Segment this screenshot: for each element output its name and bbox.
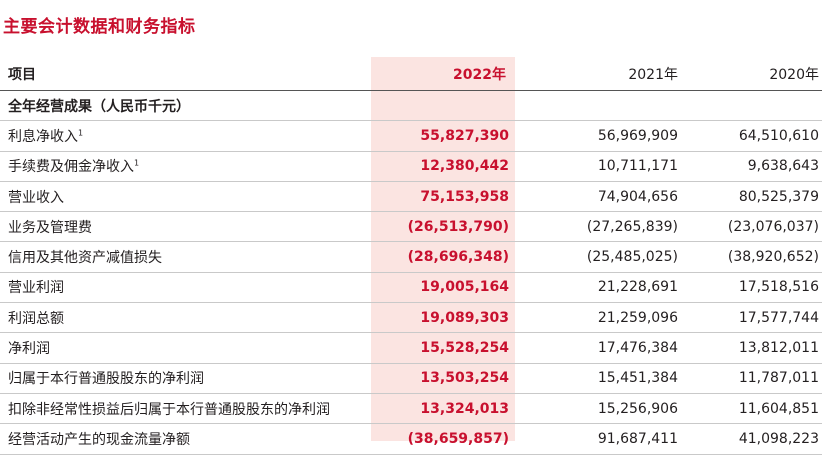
- value-2022: (38,659,857): [371, 423, 515, 455]
- value-2020: 9,638,643: [685, 151, 822, 182]
- row-label-text: 经营活动产生的现金流量净额: [8, 431, 190, 448]
- row-label: 手续费及佣金净收入1: [0, 151, 371, 182]
- value-2021: 56,969,909: [515, 120, 685, 152]
- table-row: 利息净收入1 55,827,390 56,969,909 64,510,610: [0, 120, 822, 152]
- table-row: 营业利润 19,005,164 21,228,691 17,518,516: [0, 272, 822, 304]
- value-2020: 11,787,011: [685, 363, 822, 394]
- row-label: 信用及其他资产减值损失: [0, 241, 371, 273]
- header-2020: 2020年: [685, 57, 822, 91]
- header-item: 项目: [0, 57, 371, 91]
- row-label-text: 扣除非经常性损益后归属于本行普通股股东的净利润: [8, 401, 330, 418]
- value-2020: 80,525,379: [685, 181, 822, 213]
- table-row: 经营活动产生的现金流量净额 (38,659,857) 91,687,411 41,09…: [0, 423, 822, 455]
- value-2021: 91,687,411: [515, 423, 685, 455]
- value-2020: 11,604,851: [685, 393, 822, 425]
- value-2022: 75,153,958: [371, 181, 515, 213]
- value-2020: 41,098,223: [685, 423, 822, 455]
- row-label-text: 营业收入: [8, 189, 64, 206]
- row-label: 营业收入: [0, 181, 371, 213]
- row-label: 营业利润: [0, 272, 371, 304]
- row-label-text: 利润总额: [8, 310, 64, 327]
- table-row: 利润总额 19,089,303 21,259,096 17,577,744: [0, 302, 822, 334]
- value-2021: 74,904,656: [515, 181, 685, 213]
- row-label: 利息净收入1: [0, 120, 371, 152]
- row-label: 经营活动产生的现金流量净额: [0, 423, 371, 455]
- row-label: 利润总额: [0, 302, 371, 334]
- row-label-text: 手续费及佣金净收入: [8, 159, 134, 176]
- section-empty-2021: [515, 90, 685, 122]
- value-2022: 13,324,013: [371, 393, 515, 425]
- value-2021: 15,256,906: [515, 393, 685, 425]
- table-header-row: 项目 2022年 2021年 2020年: [0, 57, 822, 91]
- page-title: 主要会计数据和财务指标: [3, 17, 196, 37]
- section-label: 全年经营成果（人民币千元）: [0, 90, 371, 122]
- footnote-marker: 1: [134, 158, 140, 168]
- value-2021: 10,711,171: [515, 151, 685, 182]
- header-2021: 2021年: [515, 57, 685, 91]
- section-empty-2020: [685, 90, 822, 122]
- table-row: 净利润 15,528,254 17,476,384 13,812,011: [0, 332, 822, 364]
- value-2022: 19,089,303: [371, 302, 515, 334]
- footnote-marker: 1: [78, 128, 84, 138]
- row-label: 净利润: [0, 332, 371, 364]
- value-2022: 55,827,390: [371, 120, 515, 152]
- row-label-text: 信用及其他资产减值损失: [8, 250, 162, 267]
- value-2022: 15,528,254: [371, 332, 515, 364]
- value-2021: 21,259,096: [515, 302, 685, 334]
- value-2021: (25,485,025): [515, 241, 685, 273]
- value-2021: 21,228,691: [515, 272, 685, 304]
- row-label: 扣除非经常性损益后归属于本行普通股股东的净利润: [0, 393, 371, 425]
- row-label-text: 归属于本行普通股股东的净利润: [8, 371, 204, 388]
- value-2020: (38,920,652): [685, 241, 822, 273]
- row-label-text: 净利润: [8, 341, 50, 358]
- value-2020: 17,577,744: [685, 302, 822, 334]
- table-row: 手续费及佣金净收入1 12,380,442 10,711,171 9,638,643: [0, 151, 822, 182]
- value-2020: (23,076,037): [685, 211, 822, 243]
- table-row: 业务及管理费 (26,513,790) (27,265,839) (23,076,03…: [0, 211, 822, 243]
- value-2021: 15,451,384: [515, 363, 685, 394]
- section-row: 全年经营成果（人民币千元）: [0, 90, 822, 122]
- value-2020: 13,812,011: [685, 332, 822, 364]
- value-2021: 17,476,384: [515, 332, 685, 364]
- table-row: 信用及其他资产减值损失 (28,696,348) (25,485,025) (38,9…: [0, 241, 822, 273]
- value-2022: 12,380,442: [371, 151, 515, 182]
- table-row: 营业收入 75,153,958 74,904,656 80,525,379: [0, 181, 822, 213]
- value-2020: 64,510,610: [685, 120, 822, 152]
- section-empty-2022: [371, 90, 515, 122]
- value-2022: (28,696,348): [371, 241, 515, 273]
- row-label-text: 业务及管理费: [8, 219, 92, 236]
- value-2021: (27,265,839): [515, 211, 685, 243]
- value-2020: 17,518,516: [685, 272, 822, 304]
- table-row: 归属于本行普通股股东的净利润 13,503,254 15,451,384 11,787…: [0, 363, 822, 394]
- row-label-text: 利息净收入: [8, 128, 78, 145]
- header-2022: 2022年: [371, 57, 515, 91]
- row-label: 业务及管理费: [0, 211, 371, 243]
- table-row: 扣除非经常性损益后归属于本行普通股股东的净利润 13,324,013 15,256,…: [0, 393, 822, 425]
- value-2022: 19,005,164: [371, 272, 515, 304]
- row-label: 归属于本行普通股股东的净利润: [0, 363, 371, 394]
- value-2022: 13,503,254: [371, 363, 515, 394]
- row-label-text: 营业利润: [8, 280, 64, 297]
- value-2022: (26,513,790): [371, 211, 515, 243]
- financial-data-table: 项目 2022年 2021年 2020年 全年经营成果（人民币千元） 利息净收入…: [0, 57, 822, 455]
